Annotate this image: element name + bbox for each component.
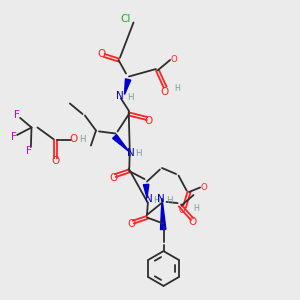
Text: H: H	[135, 149, 141, 158]
Text: O: O	[160, 86, 168, 97]
Text: H: H	[79, 135, 86, 144]
Text: N: N	[145, 194, 152, 205]
Text: O: O	[144, 116, 153, 126]
Text: H: H	[174, 84, 180, 93]
Text: H: H	[127, 93, 133, 102]
Text: H: H	[153, 196, 159, 205]
Polygon shape	[124, 79, 131, 94]
Polygon shape	[143, 184, 149, 198]
Text: H: H	[166, 196, 172, 205]
Text: Cl: Cl	[121, 14, 131, 24]
Text: O: O	[179, 206, 185, 215]
Polygon shape	[113, 135, 129, 152]
Text: O: O	[51, 156, 60, 166]
Text: F: F	[11, 131, 16, 142]
Text: H: H	[194, 204, 200, 213]
Text: O: O	[69, 134, 78, 145]
Polygon shape	[160, 198, 166, 230]
Text: N: N	[127, 148, 134, 158]
Text: O: O	[97, 49, 106, 59]
Text: O: O	[189, 217, 197, 227]
Text: F: F	[14, 110, 20, 121]
Text: F: F	[26, 146, 32, 156]
Text: O: O	[109, 173, 118, 183]
Text: O: O	[201, 183, 207, 192]
Text: N: N	[157, 194, 165, 205]
Text: O: O	[171, 56, 177, 64]
Text: O: O	[127, 219, 136, 230]
Text: N: N	[116, 91, 124, 101]
